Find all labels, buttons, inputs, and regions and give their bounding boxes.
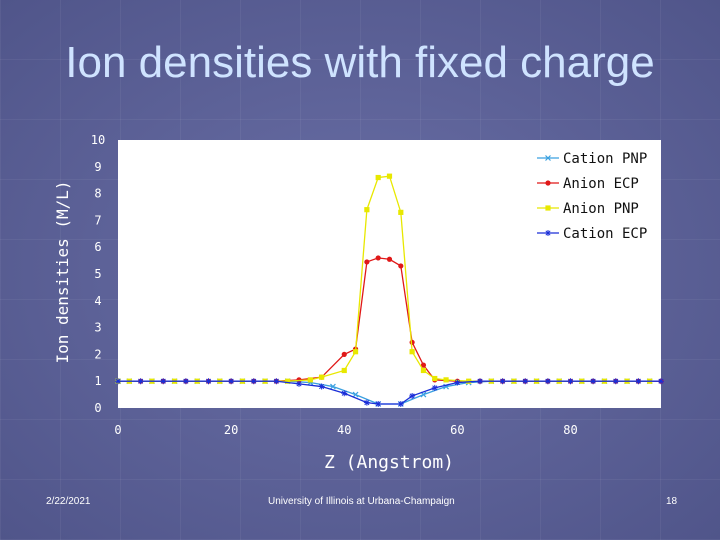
data-point (454, 379, 461, 386)
data-point (228, 378, 235, 385)
data-point (590, 378, 597, 385)
y-tick-label: 4 (94, 294, 101, 308)
data-point (341, 351, 347, 357)
x-tick-label: 60 (450, 423, 464, 437)
x-tick-label: 0 (114, 423, 121, 437)
y-tick-label: 10 (91, 133, 105, 147)
data-point (319, 374, 325, 380)
legend: Cation PNP Anion ECP Anion PNP Cation ECP (537, 151, 647, 242)
data-point (567, 378, 574, 385)
data-point (307, 377, 313, 383)
data-point (499, 378, 506, 385)
data-point (477, 378, 483, 385)
y-tick-label: 1 (94, 374, 101, 388)
data-point (635, 378, 642, 385)
y-tick-label: 8 (94, 187, 101, 201)
data-point (420, 367, 427, 374)
data-point (205, 378, 212, 385)
data-point (273, 378, 280, 385)
data-point (432, 375, 438, 382)
y-tick-label: 0 (94, 401, 101, 415)
slide-title: Ion densities with fixed charge (65, 38, 655, 87)
legend-item: Anion PNP (537, 201, 639, 217)
data-point (409, 392, 416, 399)
legend-item: Cation PNP (537, 151, 647, 167)
y-axis-label: Ion densities (M/L) (53, 180, 72, 363)
data-point (318, 383, 325, 390)
series-line (118, 380, 661, 405)
data-point (544, 378, 551, 385)
y-tick-label: 7 (94, 213, 101, 227)
data-point (466, 378, 472, 384)
series-group (115, 173, 664, 407)
data-point (545, 205, 551, 211)
data-point (296, 380, 302, 387)
legend-label: Anion PNP (563, 201, 639, 217)
data-point (115, 378, 121, 385)
data-point (341, 390, 348, 397)
y-tick-label: 3 (94, 321, 101, 335)
data-point (364, 207, 370, 213)
data-point (398, 263, 404, 269)
footer-date: 2/22/2021 (46, 496, 91, 507)
y-tick-label: 5 (94, 267, 101, 281)
data-point (363, 399, 370, 406)
data-point (545, 180, 551, 186)
y-tick-label: 2 (94, 347, 101, 361)
data-point (420, 362, 427, 368)
data-point (160, 378, 167, 385)
data-point (250, 378, 257, 385)
x-tick-label: 40 (337, 423, 351, 437)
data-point (137, 378, 144, 385)
legend-label: Cation PNP (563, 151, 647, 167)
data-point (352, 349, 359, 355)
x-ticks: 0 20 40 60 80 (114, 423, 577, 437)
data-point (658, 378, 664, 385)
data-point (443, 377, 449, 383)
footer-page-number: 18 (666, 496, 678, 507)
data-point (398, 209, 404, 215)
data-point (545, 230, 551, 236)
data-point (431, 384, 438, 391)
legend-label: Cation ECP (563, 226, 647, 242)
legend-label: Anion ECP (563, 176, 639, 192)
data-point (386, 256, 393, 262)
data-point (352, 391, 359, 398)
x-tick-label: 20 (224, 423, 238, 437)
data-point (409, 349, 415, 355)
y-tick-label: 9 (94, 160, 101, 174)
data-point (522, 378, 529, 385)
data-point (375, 174, 381, 181)
series-3 (115, 378, 664, 407)
data-point (341, 367, 347, 374)
data-point (285, 378, 291, 384)
data-point (386, 173, 393, 179)
legend-item: Anion ECP (537, 176, 639, 192)
data-point (545, 155, 551, 161)
data-point (612, 378, 619, 385)
y-ticks: 0 1 2 3 4 5 6 7 8 9 10 (91, 133, 105, 415)
x-tick-label: 80 (563, 423, 577, 437)
y-tick-label: 6 (94, 240, 101, 254)
data-point (364, 259, 370, 265)
data-point (330, 383, 336, 390)
x-axis-label: Z (Angstrom) (324, 452, 454, 473)
data-point (375, 255, 381, 261)
data-point (375, 400, 382, 407)
data-point (182, 378, 189, 385)
plot-area (118, 140, 661, 408)
data-point (397, 400, 404, 407)
footer-institution: University of Illinois at Urbana-Champai… (268, 496, 455, 507)
legend-item: Cation ECP (537, 226, 647, 242)
